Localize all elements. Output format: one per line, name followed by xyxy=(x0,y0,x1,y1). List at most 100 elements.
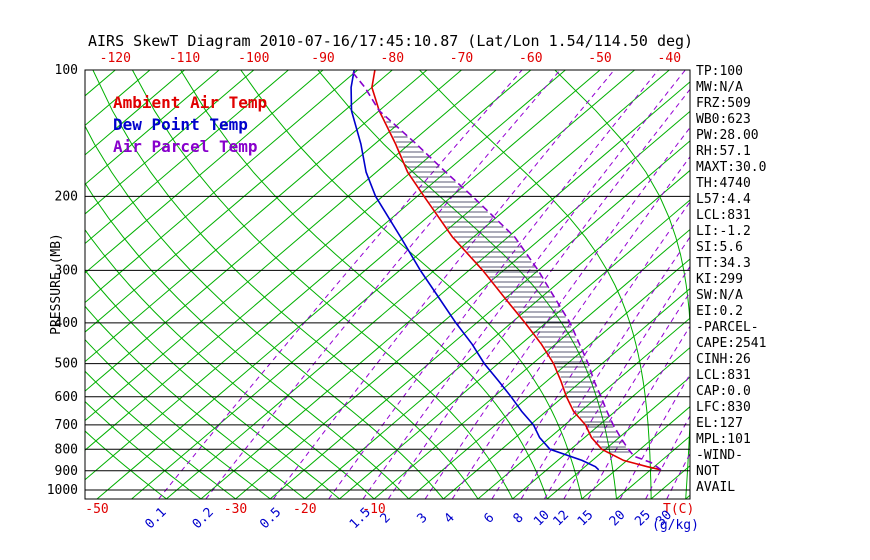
legend-dew-point-temp: Dew Point Temp xyxy=(113,115,248,134)
mixing-ratio-line xyxy=(587,325,690,499)
moist-adiabat-line xyxy=(131,70,514,499)
mixratio-tick-label: 0.5 xyxy=(257,505,284,532)
stat-line: -PARCEL- xyxy=(696,320,759,335)
stat-line: MPL:101 xyxy=(696,432,751,447)
stat-line: CAP:0.0 xyxy=(696,384,751,399)
stat-line: PW:28.00 xyxy=(696,128,759,143)
moist-adiabat-line xyxy=(85,269,340,499)
isotherm-line xyxy=(546,376,690,499)
moist-adiabat-line xyxy=(554,70,690,499)
stat-line: RH:57.1 xyxy=(696,144,751,159)
stat-line: -WIND- xyxy=(696,448,743,463)
moist-adiabat-line xyxy=(85,370,236,499)
mixing-ratio-line xyxy=(205,70,561,499)
legend-air-parcel-temp: Air Parcel Temp xyxy=(113,137,258,156)
bottom-temp-tick-label: -10 xyxy=(362,502,385,517)
stat-line: L57:4.4 xyxy=(696,192,751,207)
pressure-tick-label: 700 xyxy=(55,418,78,433)
top-temp-tick-label: -80 xyxy=(381,51,404,66)
top-temp-tick-label: -90 xyxy=(311,51,334,66)
isotherm-line xyxy=(85,70,566,481)
isotherm-line xyxy=(85,70,393,333)
isotherm-line xyxy=(269,140,690,499)
top-temp-tick-label: -100 xyxy=(238,51,269,66)
mixratio-tick-label: 4 xyxy=(442,510,458,526)
moist-adiabat-line xyxy=(317,70,617,499)
ambient-air-temp-curve xyxy=(371,70,662,471)
top-temp-tick-label: -40 xyxy=(658,51,681,66)
mixratio-tick-label: 6 xyxy=(481,510,497,526)
pressure-tick-label: 300 xyxy=(55,263,78,278)
cape-hatch-area xyxy=(383,116,630,453)
chart-title: AIRS SkewT Diagram 2010-07-16/17:45:10.8… xyxy=(88,32,693,50)
isotherm-grid xyxy=(85,70,690,499)
isotherm-line xyxy=(442,287,690,499)
stat-line: LI:-1.2 xyxy=(696,224,751,239)
stat-line: NOT xyxy=(696,464,720,479)
plot-border xyxy=(84,69,691,500)
isotherm-line xyxy=(131,70,635,499)
stat-line: EI:0.2 xyxy=(696,304,743,319)
stat-line: KI:299 xyxy=(696,272,743,287)
isotherm-line xyxy=(85,70,255,215)
stat-line: EL:127 xyxy=(696,416,743,431)
top-temp-tick-label: -110 xyxy=(169,51,200,66)
mixing-ratio-line xyxy=(544,265,690,499)
moist-adiabat-grid xyxy=(85,70,690,499)
top-temp-tick-label: -120 xyxy=(100,51,131,66)
mixing-ratio-line xyxy=(491,201,690,499)
isotherm-line xyxy=(512,346,690,499)
air-parcel-temp-curve xyxy=(350,70,662,471)
mixratio-tick-label: 3 xyxy=(414,510,430,526)
isotherm-line xyxy=(477,317,690,499)
pressure-tick-label: 400 xyxy=(55,316,78,331)
isotherm-line xyxy=(85,70,289,245)
isotherm-line xyxy=(85,70,220,186)
top-temp-tick-label: -60 xyxy=(519,51,542,66)
dew-point-temp-curve xyxy=(350,70,600,471)
stat-line: CAPE:2541 xyxy=(696,336,766,351)
pressure-tick-label: 500 xyxy=(55,357,78,372)
isotherm-line xyxy=(85,70,358,304)
isotherm-line xyxy=(581,406,690,499)
pressure-tick-label: 1000 xyxy=(47,483,78,498)
sounding-curves xyxy=(350,70,662,471)
mixing-ratio-line xyxy=(387,88,690,499)
bottom-temp-tick-label: -50 xyxy=(85,502,108,517)
stat-line: TH:4740 xyxy=(696,176,751,191)
mixratio-tick-label: 25 xyxy=(632,508,654,530)
bottom-temp-tick-label: -30 xyxy=(224,502,247,517)
moist-adiabat-line xyxy=(85,400,202,499)
isotherm-line xyxy=(96,70,601,499)
moist-adiabat-line xyxy=(85,182,410,499)
mixing-ratio-grid xyxy=(158,70,690,499)
isotherm-line xyxy=(85,70,532,451)
mixing-ratio-line xyxy=(424,126,690,499)
moist-adiabat-line xyxy=(85,305,306,499)
isotherm-line xyxy=(650,465,690,499)
isotherm-line xyxy=(200,81,690,499)
mixratio-unit-label: (g/kg) xyxy=(652,518,699,533)
stat-line: SW:N/A xyxy=(696,288,743,303)
pressure-tick-label: 200 xyxy=(55,189,78,204)
mixing-ratio-line xyxy=(563,291,690,499)
mixratio-tick-label: 15 xyxy=(575,508,597,530)
isotherm-line xyxy=(235,110,690,499)
stat-line: MW:N/A xyxy=(696,80,743,95)
stat-line: MAXT:30.0 xyxy=(696,160,766,175)
stat-line: LCL:831 xyxy=(696,368,751,383)
stat-line: TP:100 xyxy=(696,64,743,79)
stat-line: LFC:830 xyxy=(696,400,751,415)
bottom-temp-tick-label: -20 xyxy=(293,502,316,517)
stat-line: WB0:623 xyxy=(696,112,751,127)
moist-adiabat-line xyxy=(85,338,271,499)
isotherm-line xyxy=(85,70,497,422)
stats-panel: TP:100MW:N/AFRZ:509WB0:623PW:28.00RH:57.… xyxy=(696,64,766,495)
stat-line: FRZ:509 xyxy=(696,96,751,111)
isotherm-line xyxy=(85,70,324,274)
isotherm-line xyxy=(304,169,690,499)
mixratio-tick-label: 0.1 xyxy=(142,505,169,532)
isotherm-line xyxy=(85,70,462,392)
isotherm-line xyxy=(85,70,151,127)
